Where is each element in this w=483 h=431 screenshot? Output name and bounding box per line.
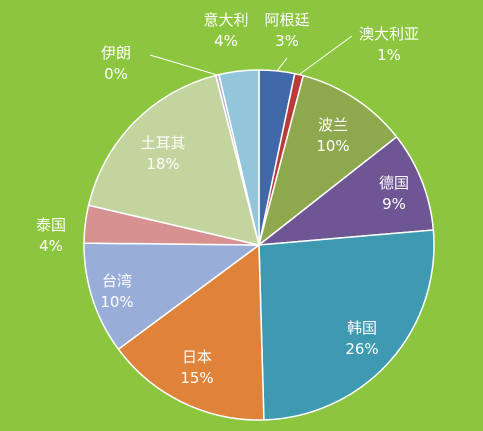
slice-4-percent-label: 9% bbox=[382, 195, 406, 213]
slice-4-name-label: 德国 bbox=[379, 174, 409, 192]
slice-4-wedge bbox=[256, 135, 435, 246]
slice-2-leader-line bbox=[298, 35, 353, 76]
slice-3-name-label: 波兰 bbox=[318, 116, 348, 134]
slice-8-name-label: 泰国 bbox=[36, 216, 66, 234]
slice-7-percent-label: 10% bbox=[100, 293, 133, 311]
slice-2-name-label: 澳大利亚 bbox=[359, 25, 419, 43]
slice-10-name-label: 伊朗 bbox=[101, 44, 131, 62]
slice-5-percent-label: 26% bbox=[345, 340, 378, 358]
slice-10-percent-label: 0% bbox=[104, 65, 128, 83]
pie-slices bbox=[83, 69, 435, 421]
slice-9-name-label: 土耳其 bbox=[140, 134, 185, 152]
slice-10-leader-line bbox=[149, 54, 218, 76]
slice-2-percent-label: 1% bbox=[377, 46, 401, 64]
slice-6-percent-label: 15% bbox=[180, 369, 213, 387]
slice-9-percent-label: 18% bbox=[146, 155, 179, 173]
slice-1-percent-label: 3% bbox=[275, 32, 299, 50]
slice-11-percent-label: 4% bbox=[214, 32, 238, 50]
slice-8-percent-label: 4% bbox=[39, 237, 63, 255]
slice-3-percent-label: 10% bbox=[316, 137, 349, 155]
slice-6-name-label: 日本 bbox=[182, 348, 212, 366]
slice-5-wedge bbox=[258, 229, 435, 421]
slice-1-leader-line bbox=[276, 57, 288, 72]
slice-5-name-label: 韩国 bbox=[347, 319, 377, 337]
slice-7-wedge bbox=[83, 242, 262, 351]
slice-11-wedge bbox=[218, 69, 260, 246]
slice-9-wedge bbox=[87, 74, 261, 247]
slice-labels: 阿根廷 3% 澳大利亚 1% 波兰 10% 德国 9% 韩国 26% 日本 15% 台湾 10% 泰国 4% 土… bbox=[36, 11, 419, 387]
slice-7-name-label: 台湾 bbox=[102, 272, 132, 290]
slice-11-name-label: 意大利 bbox=[203, 11, 248, 29]
leader-lines bbox=[149, 35, 353, 76]
slice-6-wedge bbox=[117, 243, 265, 421]
slice-3-wedge bbox=[257, 74, 398, 247]
slice-1-name-label: 阿根廷 bbox=[264, 11, 309, 29]
